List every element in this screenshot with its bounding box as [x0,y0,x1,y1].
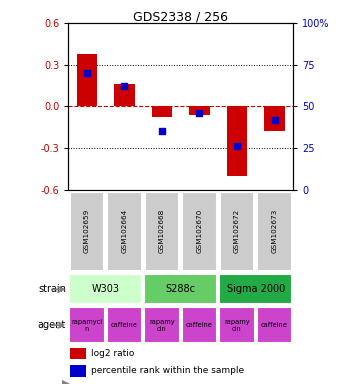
Bar [69,274,142,305]
Text: percentile rank within the sample: percentile rank within the sample [91,366,244,376]
Text: strain: strain [38,285,66,295]
Bar [71,365,86,377]
Bar [77,54,97,106]
Text: log2 ratio: log2 ratio [91,349,134,358]
Point [234,143,240,149]
Text: W303: W303 [92,285,120,295]
Point [272,117,277,123]
Text: caffeine: caffeine [111,322,138,328]
Bar [107,307,142,343]
Bar [189,106,210,115]
Bar [152,106,172,118]
Bar [144,274,217,305]
Bar [70,192,104,270]
Bar [220,192,254,270]
Text: agent: agent [38,320,66,330]
Text: Sigma 2000: Sigma 2000 [227,285,285,295]
Text: ▶: ▶ [62,379,71,384]
Bar [114,84,135,106]
Text: GSM102664: GSM102664 [121,209,128,253]
Bar [182,307,217,343]
Bar [264,106,285,131]
Bar [71,348,86,359]
Text: GSM102672: GSM102672 [234,209,240,253]
Bar [257,192,292,270]
Text: caffeine: caffeine [186,322,213,328]
Title: GDS2338 / 256: GDS2338 / 256 [133,10,228,23]
Bar [219,307,255,343]
Point [159,128,165,134]
Text: S288c: S288c [166,285,196,295]
Text: rapamyci
n: rapamyci n [71,319,103,332]
Bar [69,307,105,343]
Text: rapamy
cin: rapamy cin [149,319,175,332]
Text: GSM102659: GSM102659 [84,209,90,253]
Bar [219,274,292,305]
Bar [227,106,247,176]
Text: GSM102670: GSM102670 [196,209,203,253]
Text: caffeine: caffeine [261,322,288,328]
Bar [257,307,292,343]
Point [122,83,127,89]
Point [84,70,90,76]
Bar [145,192,179,270]
Point [197,110,202,116]
Text: GSM102668: GSM102668 [159,209,165,253]
Bar [144,307,180,343]
Text: GSM102673: GSM102673 [271,209,278,253]
Bar [182,192,217,270]
Text: rapamy
cin: rapamy cin [224,319,250,332]
Bar [107,192,142,270]
